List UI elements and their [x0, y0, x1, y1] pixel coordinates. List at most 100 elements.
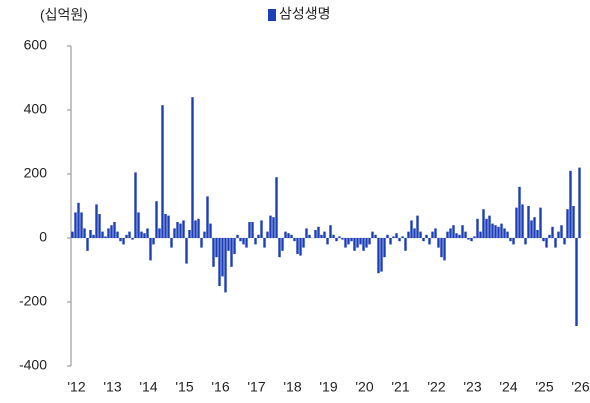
bar: [578, 167, 581, 238]
bar: [419, 231, 422, 238]
x-tick-label: '25: [535, 379, 553, 395]
bar: [113, 222, 116, 238]
bar: [395, 233, 398, 238]
bar: [314, 230, 317, 238]
bar: [377, 238, 380, 274]
bar: [521, 204, 524, 238]
x-tick-label: '26: [571, 379, 589, 395]
bar: [350, 238, 353, 242]
bar: [347, 238, 350, 245]
bar: [188, 230, 191, 238]
legend-swatch: [268, 9, 276, 21]
bar: [500, 223, 503, 238]
bar: [335, 238, 338, 242]
bar: [293, 238, 296, 242]
bar: [332, 234, 335, 238]
bar: [275, 177, 278, 238]
bar: [302, 238, 305, 248]
x-tick-label: '12: [67, 379, 85, 395]
bar: [473, 236, 476, 238]
bar: [560, 225, 563, 238]
bar: [287, 233, 290, 238]
bar: [434, 228, 437, 238]
bar: [389, 238, 392, 245]
bar: [464, 231, 467, 238]
bar: [209, 223, 212, 238]
bar: [71, 231, 74, 238]
bar: [455, 233, 458, 238]
bar: [491, 223, 494, 238]
bar: [260, 220, 263, 238]
bar: [128, 231, 131, 238]
x-tick-label: '15: [175, 379, 193, 395]
bar: [194, 220, 197, 238]
bar: [368, 238, 371, 245]
x-tick-label: '18: [283, 379, 301, 395]
bar: [203, 231, 206, 238]
bar: [257, 234, 260, 238]
bar: [317, 226, 320, 238]
y-tick-label: -400: [19, 357, 47, 373]
bar: [566, 209, 569, 238]
bar: [545, 238, 548, 248]
bar: [83, 228, 86, 238]
bar: [446, 231, 449, 238]
bar: [323, 231, 326, 238]
bar: [239, 238, 242, 242]
bar: [185, 238, 188, 264]
bar: [338, 236, 341, 238]
bar: [329, 225, 332, 238]
bar: [401, 236, 404, 238]
bar: [512, 238, 515, 245]
bar: [218, 238, 221, 286]
bar: [191, 97, 194, 238]
bar: [248, 222, 251, 238]
bar: [503, 228, 506, 238]
bar: [443, 238, 446, 261]
bar: [224, 238, 227, 293]
bar: [380, 238, 383, 272]
bar: [173, 228, 176, 238]
bar: [497, 226, 500, 238]
x-tick-label: '23: [463, 379, 481, 395]
bar: [122, 238, 125, 245]
x-tick-label: '24: [499, 379, 517, 395]
bar: [542, 238, 545, 242]
bar: [572, 206, 575, 238]
bar: [428, 238, 431, 245]
bar: [563, 238, 566, 245]
bar: [167, 215, 170, 238]
bar: [482, 209, 485, 238]
bar: [86, 238, 89, 251]
bar: [212, 238, 215, 267]
bar: [254, 238, 257, 245]
bar: [233, 238, 236, 254]
x-tick-label: '20: [355, 379, 373, 395]
bar: [440, 238, 443, 258]
bar: [140, 231, 143, 238]
bar: [530, 220, 533, 238]
bar: [230, 238, 233, 267]
bar: [404, 238, 407, 251]
bar: [200, 238, 203, 248]
bar: [299, 238, 302, 256]
bar: [416, 215, 419, 238]
bar: [557, 231, 560, 238]
bar: [104, 236, 107, 238]
bar: [362, 238, 365, 251]
bar: [269, 215, 272, 238]
bar: [413, 228, 416, 238]
x-tick-label: '16: [211, 379, 229, 395]
bar: [509, 238, 512, 242]
bar: [305, 228, 308, 238]
bar: [506, 231, 509, 238]
bar: [290, 234, 293, 238]
bar: [272, 217, 275, 238]
bar: [74, 212, 77, 238]
bar: [263, 238, 266, 248]
bar: [356, 238, 359, 248]
bar: [569, 170, 572, 238]
bar: [152, 238, 155, 245]
bar: [575, 238, 578, 326]
